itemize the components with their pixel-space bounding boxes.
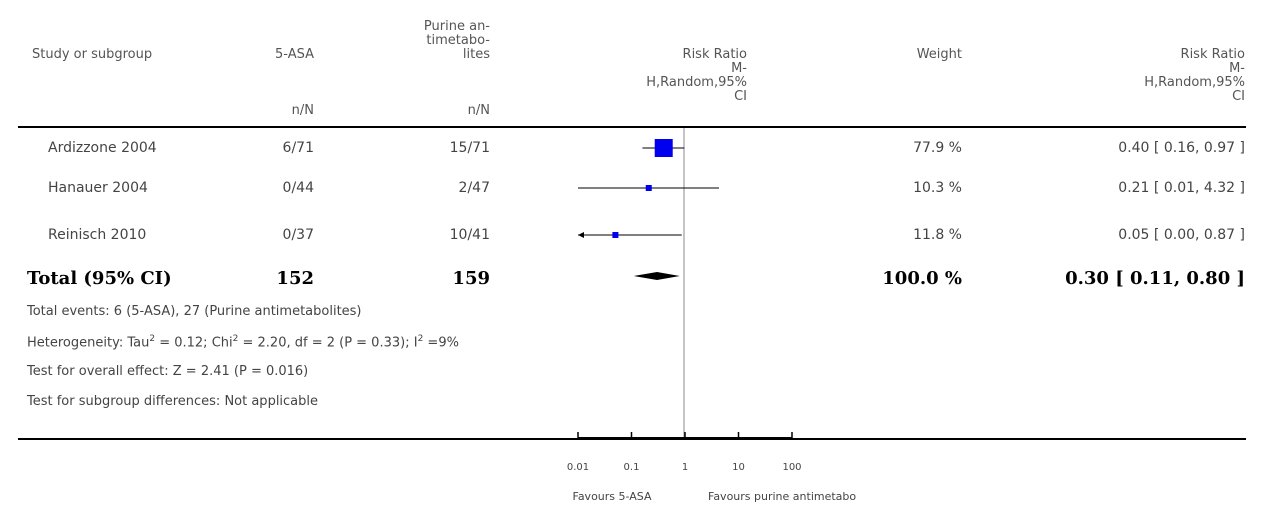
header-effect-1: Risk Ratio	[1180, 47, 1245, 62]
total-weight: 100.0 %	[882, 268, 962, 289]
het-part-b: = 0.12; Chi	[155, 335, 233, 351]
study-marker	[612, 232, 619, 238]
study-n1-1: 6/71	[282, 140, 314, 156]
header-rule	[18, 126, 1246, 128]
header-effect-2: M-	[1229, 61, 1245, 76]
study-name-3: Reinisch 2010	[48, 227, 147, 243]
total-n2: 159	[452, 268, 490, 289]
overall-effect: Test for overall effect: Z = 2.41 (P = 0…	[27, 364, 309, 379]
header-group2-2: timetabo-	[426, 33, 490, 48]
header-weight: Weight	[916, 47, 962, 62]
header-plot-4: CI	[734, 89, 747, 104]
header-effect-4: CI	[1232, 89, 1245, 104]
study-marker	[654, 139, 673, 157]
total-effect: 0.30 [ 0.11, 0.80 ]	[1065, 268, 1245, 289]
study-n2-3: 10/41	[449, 227, 490, 243]
study-n1-3: 0/37	[282, 227, 314, 243]
favours-right-label: Favours purine antimetabo	[708, 490, 856, 503]
study-n1-2: 0/44	[282, 180, 314, 196]
heterogeneity: Heterogeneity: Tau2 = 0.12; Chi2 = 2.20,…	[27, 334, 459, 350]
het-sup-3: 2	[417, 334, 424, 344]
header-study: Study or subgroup	[32, 47, 153, 62]
study-n2-2: 2/47	[458, 180, 490, 196]
header-effect-3: H,Random,95%	[1144, 75, 1245, 90]
header-group2-3: lites	[462, 47, 490, 62]
header-group2-sub: n/N	[467, 103, 490, 118]
favours-left-label: Favours 5-ASA	[573, 490, 652, 503]
study-weight-2: 10.3 %	[913, 180, 962, 196]
study-n2-1: 15/71	[449, 140, 490, 156]
study-effect-3: 0.05 [ 0.00, 0.87 ]	[1118, 227, 1245, 243]
total-events: Total events: 6 (5-ASA), 27 (Purine anti…	[27, 304, 362, 319]
total-label: Total (95% CI)	[27, 268, 172, 289]
x-tick-label: 0.01	[567, 462, 589, 473]
study-name-2: Hanauer 2004	[48, 180, 148, 196]
ci-arrow	[578, 232, 584, 238]
subgroup-test: Test for subgroup differences: Not appli…	[27, 394, 319, 409]
study-effect-1: 0.40 [ 0.16, 0.97 ]	[1118, 140, 1245, 156]
pooled-diamond	[633, 272, 680, 280]
study-weight-3: 11.8 %	[913, 227, 962, 243]
header-plot-3: H,Random,95%	[646, 75, 747, 90]
header-plot-1: Risk Ratio	[682, 47, 747, 62]
het-sup-2: 2	[232, 334, 239, 344]
x-tick-label: 0.1	[624, 462, 640, 473]
study-marker	[645, 185, 652, 191]
x-tick-label: 1	[682, 462, 688, 473]
header-group1: 5-ASA	[275, 47, 314, 62]
x-tick-label: 10	[732, 462, 745, 473]
header-group1-sub: n/N	[291, 103, 314, 118]
het-part-d: =9%	[423, 335, 459, 351]
x-tick-label: 100	[782, 462, 801, 473]
header-group2-1: Purine an-	[423, 19, 490, 34]
het-sup-1: 2	[149, 334, 156, 344]
study-name-1: Ardizzone 2004	[48, 140, 157, 156]
het-part-c: = 2.20, df = 2 (P = 0.33); I	[238, 335, 418, 351]
header-plot-2: M-	[731, 61, 747, 76]
study-effect-2: 0.21 [ 0.01, 4.32 ]	[1118, 180, 1245, 196]
study-weight-1: 77.9 %	[913, 140, 962, 156]
total-n1: 152	[276, 268, 314, 289]
het-part-a: Heterogeneity: Tau	[27, 335, 150, 351]
